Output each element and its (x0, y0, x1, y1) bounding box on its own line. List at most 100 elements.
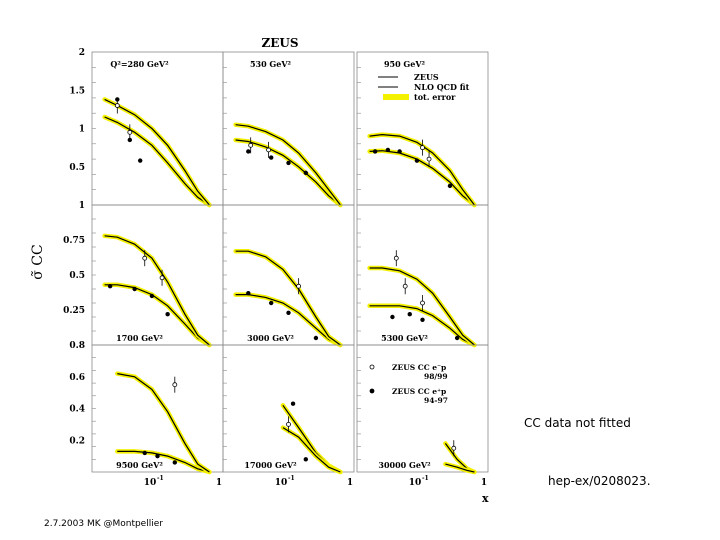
data-point-eminus (402, 283, 408, 289)
panel-frame (222, 344, 355, 473)
footer-date-place: 2.7.2003 MK @Montpellier (44, 519, 163, 529)
legend-marker (369, 388, 375, 394)
qcd-fit-curve-1 (104, 116, 210, 206)
x-tick-label: 1 (347, 478, 353, 488)
data-point-eminus (142, 255, 148, 261)
qcd-fit-curve-1 (235, 294, 341, 346)
panel-frame (222, 51, 355, 206)
reference-note: hep-ex/0208023. (548, 474, 651, 488)
panel-8: 17000 GeV² (222, 344, 355, 475)
panel-q2-label: 5300 GeV² (381, 333, 428, 343)
panel-7: 9500 GeV² (91, 344, 224, 475)
data-point-eminus (159, 275, 165, 281)
data-point-eplus (290, 401, 296, 406)
data-point-eminus (286, 421, 291, 427)
x-tick-exponent: -1 (422, 475, 429, 482)
panel-4: 1700 GeV² (91, 204, 224, 348)
data-point-eminus (248, 142, 254, 148)
data-point-eplus (286, 310, 291, 315)
data-point-eplus (372, 149, 378, 154)
legend-band-swatch (383, 94, 409, 100)
data-point-eplus (420, 317, 425, 322)
data-point-eplus (390, 314, 395, 320)
x-tick-exponent: -1 (288, 475, 295, 482)
y-tick-label: 0.4 (69, 405, 85, 415)
legend-marker (369, 364, 375, 370)
data-point-eplus (303, 170, 309, 176)
qcd-fit-curve-2 (235, 124, 341, 206)
data-point-eplus (286, 160, 291, 166)
y-tick-label: 1 (79, 125, 85, 135)
qcd-fit-curve-2 (104, 235, 210, 346)
panel-frame (91, 51, 224, 206)
panel-q2-label: Q²=280 GeV² (110, 59, 169, 69)
y-axis-label-text: σ̃ CC (30, 244, 46, 279)
qcd-fit-curve-2 (282, 427, 341, 473)
panel-9: 30000 GeV² (356, 344, 489, 475)
data-point-eplus (454, 335, 460, 341)
panel-frame (91, 204, 224, 346)
qcd-fit-curve-1 (369, 150, 475, 206)
data-point-eminus (426, 156, 432, 162)
data-point-eplus (385, 147, 391, 153)
y-axis-label: σ̃ CC (30, 244, 46, 279)
panel-q2-label: 17000 GeV² (244, 460, 297, 470)
x-tick-label: 10 (409, 478, 422, 488)
data-point-eminus (172, 382, 178, 388)
data-point-eplus (132, 286, 137, 292)
data-point-eplus (303, 457, 309, 462)
data-point-eplus (172, 460, 178, 465)
data-point-eminus (451, 445, 457, 451)
legend-entry-label: ZEUS CC e⁺p (392, 387, 446, 396)
data-point-eplus (414, 158, 420, 163)
panel-q2-label: 530 GeV² (250, 59, 292, 69)
data-point-eminus (393, 255, 399, 261)
y-tick-label: 0.6 (69, 373, 85, 383)
panel-1: Q²=280 GeV² (91, 51, 224, 208)
data-point-eplus (137, 158, 143, 163)
chart-title: ZEUS (261, 36, 298, 50)
data-point-eplus (268, 155, 274, 160)
x-tick-exponent: -1 (157, 475, 164, 482)
legend-entry-label: tot. error (414, 92, 456, 102)
x-tick-label: 1 (216, 478, 222, 488)
panel-2: 530 GeV² (222, 51, 355, 208)
error-band-1 (233, 137, 343, 208)
data-point-eplus (407, 312, 412, 317)
y-tick-label: 0.25 (63, 306, 85, 316)
panel-q2-label: 950 GeV² (384, 59, 426, 69)
qcd-fit-curve-2 (235, 250, 341, 346)
x-tick-label: 10 (275, 478, 288, 488)
panel-q2-label: 1700 GeV² (116, 333, 163, 343)
legend-bottom: ZEUS CC e⁻p98/99 ZEUS CC e⁺p94-97 (369, 363, 448, 405)
data-point-eplus (268, 300, 274, 306)
y-tick-label: 0.8 (69, 341, 85, 351)
qcd-fit-curve-1 (369, 305, 475, 346)
data-point-eplus (155, 453, 160, 459)
legend-entry-period: 94-97 (424, 396, 448, 405)
error-band-1 (367, 148, 477, 208)
data-point-eplus (447, 183, 453, 189)
data-point-eminus (127, 129, 133, 135)
y-tick-label: 1 (79, 201, 85, 211)
data-point-eminus (420, 145, 425, 151)
legend-entry-label: NLO QCD fit (414, 82, 470, 92)
error-band-1 (102, 114, 212, 208)
data-point-eminus (420, 300, 425, 306)
qcd-fit-curve-1 (117, 450, 210, 473)
y-tick-label: 0.75 (63, 236, 85, 246)
qcd-fit-curve-1 (235, 139, 341, 206)
data-point-eminus (266, 147, 271, 153)
x-axis-label: x (482, 492, 489, 505)
panel-6: 5300 GeV² (356, 204, 489, 348)
qcd-fit-curve-2 (445, 463, 475, 473)
data-point-eplus (397, 149, 402, 154)
y-tick-label: 2 (79, 48, 85, 58)
y-tick-label: 0.5 (69, 271, 85, 281)
panel-q2-label: 9500 GeV² (116, 460, 163, 470)
panel-5: 3000 GeV² (222, 204, 355, 348)
data-point-eminus (114, 103, 120, 108)
panel-q2-label: 30000 GeV² (378, 460, 431, 470)
